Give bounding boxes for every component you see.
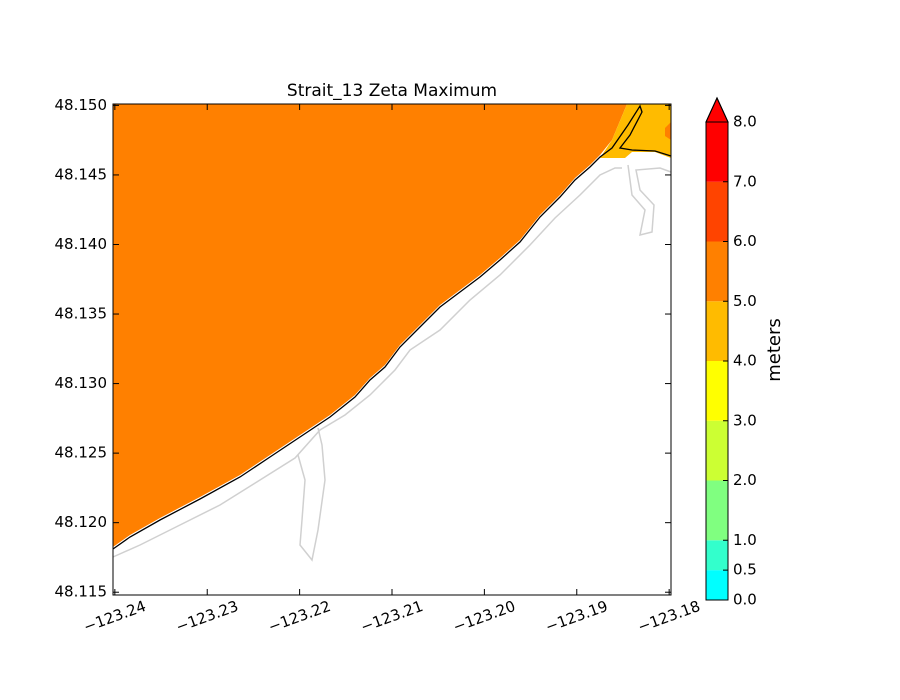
colorbar-tick-label: 0.5 bbox=[733, 561, 757, 579]
flood-region bbox=[600, 104, 671, 158]
contour-line bbox=[112, 104, 672, 550]
coastline bbox=[627, 164, 672, 237]
y-tick-label: 48.115 bbox=[55, 583, 108, 601]
colorbar-tick-label: 0.0 bbox=[733, 591, 757, 609]
colorbar-label: meters bbox=[764, 318, 785, 382]
x-tick-label: −123.22 bbox=[266, 597, 333, 636]
colorbar-segment bbox=[706, 480, 728, 541]
colorbar-segment bbox=[706, 122, 728, 182]
colorbar-segment bbox=[706, 241, 728, 302]
colorbar-tick-label: 7.0 bbox=[733, 172, 757, 190]
colorbar-segment bbox=[706, 570, 728, 600]
x-tick-label: −123.23 bbox=[173, 597, 240, 636]
y-tick-label: 48.125 bbox=[55, 444, 108, 462]
colorbar-tick-label: 2.0 bbox=[733, 471, 757, 489]
flood-region bbox=[665, 122, 671, 140]
x-tick-label: −123.21 bbox=[358, 597, 425, 636]
x-tick-label: −123.24 bbox=[81, 597, 148, 636]
x-tick-label: −123.18 bbox=[635, 597, 702, 636]
map-area bbox=[112, 104, 672, 562]
colorbar-tick-label: 3.0 bbox=[733, 411, 757, 429]
x-tick-label: −123.19 bbox=[543, 597, 610, 636]
y-tick-label: 48.135 bbox=[55, 305, 108, 323]
colorbar: meters bbox=[764, 318, 785, 382]
colorbar-segment bbox=[706, 361, 728, 421]
colorbar-segment bbox=[706, 181, 728, 242]
chart-title: Strait_13 Zeta Maximum bbox=[287, 81, 497, 101]
colorbar-segment bbox=[706, 420, 728, 481]
y-tick-label: 48.120 bbox=[55, 513, 108, 531]
y-tick-label: 48.150 bbox=[55, 96, 108, 114]
colorbar-segment bbox=[706, 540, 728, 571]
colorbar-tick-label: 8.0 bbox=[733, 113, 757, 131]
colorbar-tick-label: 6.0 bbox=[733, 232, 757, 250]
colorbar-extension bbox=[705, 96, 729, 123]
colorbar-segment bbox=[706, 301, 728, 361]
colorbar-tick-label: 4.0 bbox=[733, 352, 757, 370]
coastline bbox=[112, 167, 622, 558]
x-tick-label: −123.20 bbox=[451, 597, 518, 636]
colorbar-tick-label: 5.0 bbox=[733, 292, 757, 310]
coastline bbox=[297, 427, 326, 562]
colorbar-tick-label: 1.0 bbox=[733, 531, 757, 549]
y-tick-label: 48.130 bbox=[55, 374, 108, 392]
flood-region bbox=[113, 104, 627, 547]
y-tick-label: 48.140 bbox=[55, 235, 108, 253]
y-tick-label: 48.145 bbox=[55, 165, 108, 183]
